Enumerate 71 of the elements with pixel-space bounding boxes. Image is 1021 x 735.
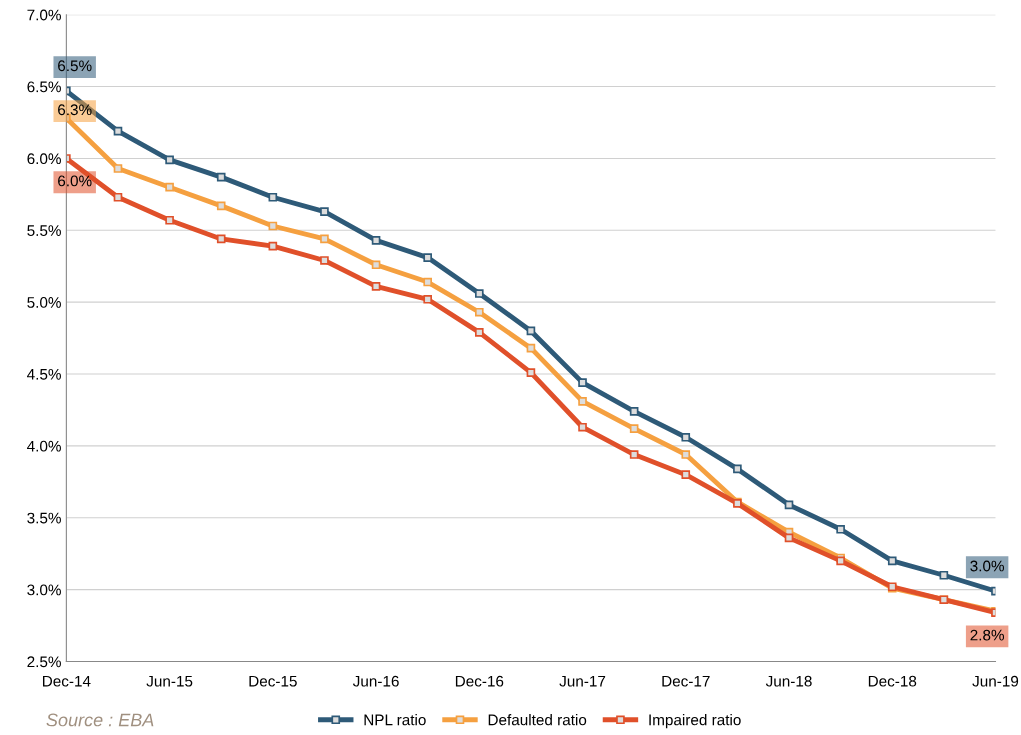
point [578, 378, 587, 387]
y-tick-label: 3.5% [27, 512, 61, 524]
point [371, 282, 381, 291]
point [216, 234, 226, 244]
x-tick-label: Dec-16 [455, 675, 504, 687]
point [216, 201, 226, 211]
point [784, 533, 794, 543]
x-tick-label: Jun-16 [352, 675, 399, 687]
point [629, 450, 639, 459]
point [268, 241, 278, 251]
point [474, 328, 484, 337]
legend-label: NPL ratio [364, 714, 426, 726]
point [113, 164, 123, 173]
legend-label: Defaulted ratio [488, 714, 587, 726]
point [320, 256, 329, 265]
point [526, 326, 536, 336]
point [371, 236, 381, 245]
point [629, 424, 639, 433]
annotation: 6.3% [58, 104, 92, 116]
legend-label: Impaired ratio [649, 714, 741, 729]
x-tick-label: Jun-15 [146, 675, 193, 687]
x-tick-label: Jun-17 [559, 675, 606, 687]
point [423, 277, 432, 287]
point [474, 307, 484, 317]
y-tick-label: 2.5% [27, 656, 61, 668]
point [526, 368, 536, 377]
point [216, 172, 226, 182]
annotation: 3.0% [970, 560, 1005, 572]
point [320, 207, 329, 216]
point [423, 294, 432, 304]
annotation: 6.5% [58, 60, 92, 72]
x-tick-label: Jun-19 [972, 675, 1019, 687]
x-tick-label: Dec-14 [42, 675, 91, 687]
annotation: 6.0% [58, 175, 92, 187]
point [165, 155, 174, 165]
y-tick-label: 4.0% [27, 440, 61, 452]
y-tick-label: 6.0% [27, 153, 61, 165]
x-tick-label: Dec-15 [249, 675, 297, 687]
point [371, 260, 381, 270]
point [268, 221, 278, 231]
point [578, 397, 587, 406]
point [320, 234, 329, 244]
point [887, 556, 897, 566]
point [113, 126, 123, 136]
y-tick-label: 4.5% [27, 368, 61, 380]
x-tick-label: Dec-18 [868, 675, 917, 687]
y-tick-label: 6.5% [27, 81, 61, 93]
y-tick-label: 7.0% [27, 9, 61, 21]
point [681, 450, 691, 459]
point [733, 464, 742, 474]
point [836, 524, 845, 534]
point [113, 192, 123, 202]
point [784, 500, 794, 510]
point [165, 182, 174, 192]
point [578, 422, 587, 432]
point [681, 470, 691, 479]
point [165, 215, 174, 225]
point [681, 432, 691, 442]
y-tick-label: 3.0% [27, 584, 61, 596]
point [629, 407, 639, 416]
y-tick-label: 5.0% [27, 297, 61, 308]
annotation: 2.8% [970, 629, 1005, 641]
point [939, 570, 949, 580]
point [526, 343, 536, 353]
source-note: Source : EBA [46, 713, 154, 727]
x-tick-label: Jun-18 [765, 675, 812, 687]
y-tick-label: 5.5% [27, 225, 61, 236]
point [474, 289, 484, 298]
point [268, 192, 278, 202]
x-tick-label: Dec-17 [662, 675, 710, 687]
point [423, 253, 432, 262]
